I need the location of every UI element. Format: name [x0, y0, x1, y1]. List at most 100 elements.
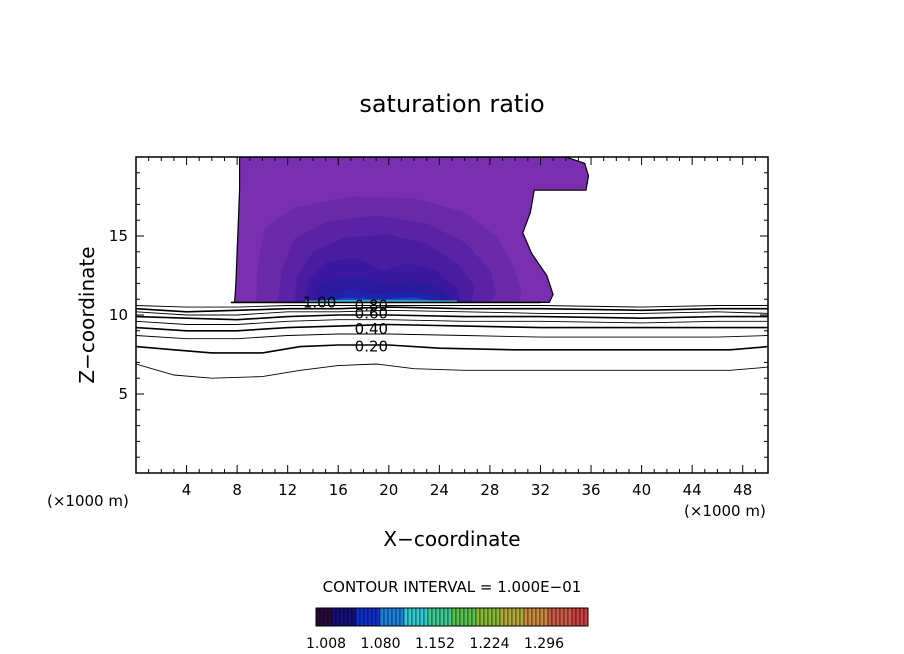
- x-tick-label: 16: [329, 481, 348, 499]
- contour-label-3: 0.40: [355, 320, 388, 338]
- contour-line-7: [136, 306, 768, 313]
- colorbar-cell: [495, 607, 501, 627]
- colorbar-cell: [583, 607, 589, 627]
- colorbar: [315, 607, 589, 627]
- colorbar-cell: [563, 607, 569, 627]
- x-tick-label: 20: [379, 481, 398, 499]
- colorbar-cell: [327, 607, 333, 627]
- colorbar-cell: [371, 607, 377, 627]
- x-unit-label-right: (×1000 m): [684, 502, 766, 520]
- contour-lines: [136, 301, 768, 379]
- contour-line-0: [136, 363, 768, 379]
- plot-area: 1.00 0.800.600.400.20 4 8 12 16 20 24 28 32 36 40 4…: [109, 156, 769, 499]
- colorbar-cell: [451, 607, 457, 627]
- colorbar-cell: [415, 607, 421, 627]
- colorbar-cell: [427, 607, 433, 627]
- colorbar-cell: [399, 607, 405, 627]
- chart-title: saturation ratio: [359, 90, 544, 118]
- x-tick-label: 12: [278, 481, 297, 499]
- saturation-shading: [233, 157, 590, 303]
- colorbar-cell: [555, 607, 561, 627]
- colorbar-label: 1.080: [360, 636, 400, 652]
- colorbar-cell: [315, 607, 321, 627]
- colorbar-cell: [351, 607, 357, 627]
- colorbar-cell: [379, 607, 385, 627]
- colorbar-cell: [387, 607, 393, 627]
- colorbar-cell: [579, 607, 585, 627]
- colorbar-cell: [443, 607, 449, 627]
- contour-label-2: 0.60: [355, 304, 388, 322]
- y-tick-label: 10: [109, 306, 128, 324]
- contour-line-4: [136, 319, 768, 325]
- contour-labels: 1.00 0.800.600.400.20: [303, 293, 388, 355]
- colorbar-cell: [507, 607, 513, 627]
- colorbar-cell: [479, 607, 485, 627]
- colorbar-cell: [511, 607, 517, 627]
- colorbar-cell: [407, 607, 413, 627]
- colorbar-cell: [359, 607, 365, 627]
- x-tick-label: 36: [581, 481, 600, 499]
- contour-line-3: [136, 323, 768, 332]
- y-tick-label: 15: [109, 227, 128, 245]
- contour-label-4: 0.20: [355, 338, 388, 356]
- colorbar-cell: [335, 607, 341, 627]
- colorbar-cell: [487, 607, 493, 627]
- colorbar-cell: [319, 607, 325, 627]
- colorbar-cell: [567, 607, 573, 627]
- colorbar-cell: [403, 607, 409, 627]
- colorbar-cell: [323, 607, 329, 627]
- colorbar-cell: [383, 607, 389, 627]
- colorbar-cell: [375, 607, 381, 627]
- x-unit-label-left: (×1000 m): [47, 492, 129, 510]
- colorbar-label: 1.008: [306, 636, 346, 652]
- colorbar-label: 1.224: [469, 636, 509, 652]
- colorbar-label: 1.152: [415, 636, 455, 652]
- colorbar-cell: [363, 607, 369, 627]
- colorbar-cell: [459, 607, 465, 627]
- colorbar-cell: [419, 607, 425, 627]
- colorbar-cell: [439, 607, 445, 627]
- colorbar-cell: [355, 607, 361, 627]
- y-axis-label: Z−coordinate: [75, 246, 99, 383]
- x-tick-label: 28: [480, 481, 499, 499]
- contour-interval-text: CONTOUR INTERVAL = 1.000E−01: [323, 578, 582, 596]
- x-axis-label: X−coordinate: [383, 527, 520, 551]
- colorbar-cell: [423, 607, 429, 627]
- colorbar-cell: [499, 607, 505, 627]
- colorbar-cell: [551, 607, 557, 627]
- y-tick-label: 5: [118, 385, 128, 403]
- colorbar-cell: [331, 607, 337, 627]
- colorbar-cell: [431, 607, 437, 627]
- colorbar-cell: [339, 607, 345, 627]
- colorbar-cell: [463, 607, 469, 627]
- colorbar-cell: [347, 607, 353, 627]
- contour-label-0: 1.00: [303, 293, 336, 311]
- contour-line-2: [136, 333, 768, 340]
- colorbar-cell: [447, 607, 453, 627]
- colorbar-cell: [471, 607, 477, 627]
- colorbar-cell: [483, 607, 489, 627]
- x-tick-label: 44: [683, 481, 702, 499]
- colorbar-cell: [527, 607, 533, 627]
- contour-line-1: [136, 344, 768, 354]
- contour-line-8: [136, 305, 768, 308]
- colorbar-cell: [503, 607, 509, 627]
- x-tick-label: 4: [182, 481, 192, 499]
- colorbar-cell: [367, 607, 373, 627]
- colorbar-cell: [435, 607, 441, 627]
- colorbar-cell: [523, 607, 529, 627]
- colorbar-cell: [539, 607, 545, 627]
- colorbar-labels: 1.008 1.080 1.152 1.224 1.296: [306, 636, 564, 652]
- colorbar-cell: [391, 607, 397, 627]
- colorbar-cell: [575, 607, 581, 627]
- contour-line-6: [136, 309, 768, 316]
- colorbar-label: 1.296: [524, 636, 564, 652]
- colorbar-cell: [467, 607, 473, 627]
- x-tick-label: 8: [232, 481, 242, 499]
- x-tick-label: 40: [632, 481, 651, 499]
- contour-line-5: [136, 314, 768, 321]
- colorbar-cell: [475, 607, 481, 627]
- contour-label-1: 0.80: [355, 297, 388, 315]
